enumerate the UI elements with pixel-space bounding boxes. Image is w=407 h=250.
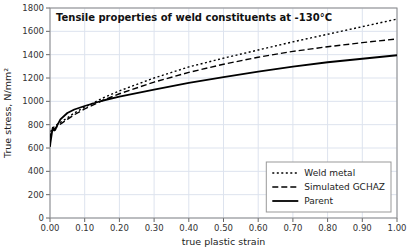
legend-swatch [272, 200, 298, 202]
grid-line-y [50, 54, 397, 55]
legend: Weld metal Simulated GCHAZ Parent [266, 162, 391, 212]
tick-label-x: 0.00 [41, 223, 60, 233]
tick-label-x: 0.50 [214, 223, 233, 233]
tick-label-y: 1400 [22, 50, 44, 60]
grid-line-x [258, 8, 259, 218]
tick-x [397, 218, 398, 222]
x-axis-label: true plastic strain [182, 236, 266, 247]
grid-line-x [223, 8, 224, 218]
tick-x [362, 218, 363, 222]
tick-label-x: 1.00 [388, 223, 407, 233]
tick-x [223, 218, 224, 222]
tick-label-x: 0.90 [353, 223, 372, 233]
tick-y [46, 194, 50, 195]
grid [50, 8, 397, 218]
tick-y [46, 101, 50, 102]
tick-label-y: 1800 [22, 3, 44, 13]
legend-swatch [272, 186, 298, 187]
legend-swatch [272, 172, 298, 173]
tick-label-x: 0.30 [145, 223, 164, 233]
grid-line-y [50, 124, 397, 125]
grid-line-x [154, 8, 155, 218]
tick-y [46, 78, 50, 79]
tick-x [327, 218, 328, 222]
tick-y [46, 218, 50, 219]
tick-label-y: 0 [39, 213, 44, 223]
tick-label-y: 1200 [22, 73, 44, 83]
tick-label-x: 0.10 [75, 223, 94, 233]
tick-label-y: 1000 [22, 96, 44, 106]
tick-x [154, 218, 155, 222]
y-axis-label: True stress, N/mm² [2, 68, 13, 159]
tick-y [46, 148, 50, 149]
tick-x [292, 218, 293, 222]
grid-line-y [50, 148, 397, 149]
grid-line-x [188, 8, 189, 218]
legend-label: Simulated GCHAZ [304, 182, 385, 192]
series-line [50, 55, 397, 147]
plot-frame [50, 8, 397, 218]
tick-y [46, 31, 50, 32]
tick-x [50, 218, 51, 222]
tick-y [46, 8, 50, 9]
chart: 0.00 0.10 0.20 0.30 0.40 0.50 0.60 0.70 0.80 0.90… [0, 0, 407, 250]
tick-x [258, 218, 259, 222]
tick-y [46, 171, 50, 172]
series-line [50, 39, 397, 139]
grid-line-x [84, 8, 85, 218]
tick-label-x: 0.80 [318, 223, 337, 233]
tick-x [188, 218, 189, 222]
tick-label-x: 0.70 [283, 223, 302, 233]
plot-background [50, 8, 397, 218]
grid-line-y [50, 31, 397, 32]
tick-label-y: 400 [28, 166, 44, 176]
tick-label-y: 800 [28, 120, 44, 130]
legend-box [266, 162, 391, 212]
tick-label-y: 1600 [22, 26, 44, 36]
tick-label-x: 0.60 [249, 223, 268, 233]
tick-label-y: 200 [28, 190, 44, 200]
tick-y [46, 124, 50, 125]
tick-y [46, 54, 50, 55]
tick-x [84, 218, 85, 222]
tick-x [119, 218, 120, 222]
grid-line-x [119, 8, 120, 218]
chart-title: Tensile properties of weld constituents … [56, 12, 332, 23]
tick-label-x: 0.20 [110, 223, 129, 233]
series-lines [50, 19, 397, 147]
legend-label: Weld metal [304, 168, 355, 178]
tick-label-x: 0.40 [179, 223, 198, 233]
legend-label: Parent [304, 196, 333, 206]
tick-label-y: 600 [28, 143, 44, 153]
axes: 0.00 0.10 0.20 0.30 0.40 0.50 0.60 0.70 0.80 0.90… [22, 3, 406, 233]
